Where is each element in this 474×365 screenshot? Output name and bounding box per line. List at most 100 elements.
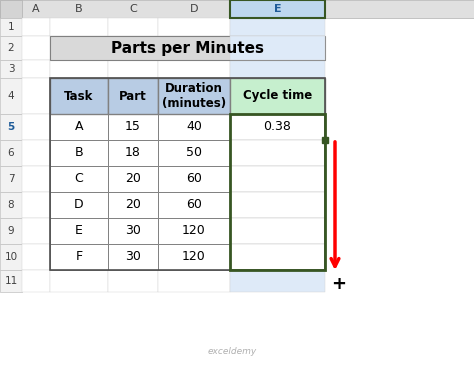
Bar <box>50 18 108 36</box>
Bar <box>22 166 50 192</box>
Bar <box>50 36 325 60</box>
Bar <box>158 218 230 244</box>
Text: D: D <box>74 199 84 211</box>
Bar <box>22 270 50 292</box>
Bar <box>22 114 50 140</box>
Text: 3: 3 <box>8 64 14 74</box>
Bar <box>0 140 22 166</box>
Bar <box>22 60 50 78</box>
Text: Parts per Minutes: Parts per Minutes <box>111 41 264 55</box>
Bar <box>22 36 50 60</box>
Text: 20: 20 <box>125 199 141 211</box>
Bar <box>230 60 325 78</box>
Bar <box>50 218 108 244</box>
Text: 4: 4 <box>8 91 14 101</box>
Bar <box>108 270 158 292</box>
Bar <box>50 114 108 140</box>
Text: 11: 11 <box>4 276 18 286</box>
Text: Cycle time: Cycle time <box>243 89 312 103</box>
Bar <box>0 0 22 18</box>
Bar <box>50 270 108 292</box>
Text: 6: 6 <box>8 148 14 158</box>
Bar <box>22 18 50 36</box>
Text: 2: 2 <box>8 43 14 53</box>
Text: 60: 60 <box>186 173 202 185</box>
Text: +: + <box>331 275 346 293</box>
Bar <box>50 244 108 270</box>
Bar <box>22 192 50 218</box>
Bar <box>230 244 325 270</box>
Bar <box>230 36 325 60</box>
Bar <box>50 192 108 218</box>
Text: Task: Task <box>64 89 94 103</box>
Bar <box>230 18 325 36</box>
Text: 10: 10 <box>4 252 18 262</box>
Bar <box>230 218 325 244</box>
Bar <box>158 140 230 166</box>
Bar <box>0 244 22 270</box>
Text: D: D <box>190 4 198 14</box>
Bar <box>108 78 158 114</box>
Bar <box>230 114 325 140</box>
Bar <box>158 192 230 218</box>
Text: 60: 60 <box>186 199 202 211</box>
Bar <box>230 192 325 218</box>
Text: 9: 9 <box>8 226 14 236</box>
Text: 7: 7 <box>8 174 14 184</box>
Text: 40: 40 <box>186 120 202 134</box>
Bar <box>108 60 158 78</box>
Bar <box>50 78 325 270</box>
Bar <box>22 244 50 270</box>
Bar <box>0 270 22 292</box>
Text: Duration
(minutes): Duration (minutes) <box>162 82 226 110</box>
Bar <box>0 218 22 244</box>
Bar <box>230 140 325 166</box>
Bar <box>230 166 325 192</box>
Bar <box>230 270 325 292</box>
Text: 5: 5 <box>8 122 15 132</box>
Text: 50: 50 <box>186 146 202 160</box>
Bar <box>0 78 22 114</box>
Bar <box>108 114 158 140</box>
Text: 15: 15 <box>125 120 141 134</box>
Bar <box>158 18 230 36</box>
Bar <box>22 140 50 166</box>
Text: E: E <box>75 224 83 238</box>
Bar <box>0 36 22 60</box>
Bar <box>0 114 22 140</box>
Bar <box>50 78 108 114</box>
Text: 30: 30 <box>125 224 141 238</box>
Bar <box>50 140 108 166</box>
Text: F: F <box>75 250 82 264</box>
Text: A: A <box>32 4 40 14</box>
Bar <box>0 0 474 18</box>
Bar <box>158 166 230 192</box>
Bar <box>50 60 108 78</box>
Bar <box>108 192 158 218</box>
Bar <box>0 18 22 36</box>
Bar <box>0 192 22 218</box>
Bar <box>108 140 158 166</box>
Text: 120: 120 <box>182 250 206 264</box>
Bar <box>158 244 230 270</box>
Bar <box>230 0 325 18</box>
Text: C: C <box>129 4 137 14</box>
Bar <box>158 270 230 292</box>
Bar <box>108 244 158 270</box>
Bar <box>230 114 325 270</box>
Bar <box>108 166 158 192</box>
Bar <box>0 166 22 192</box>
Text: C: C <box>74 173 83 185</box>
Text: Part: Part <box>119 89 147 103</box>
Text: 8: 8 <box>8 200 14 210</box>
Bar <box>230 78 325 114</box>
Text: 30: 30 <box>125 250 141 264</box>
Bar <box>22 218 50 244</box>
Bar <box>158 60 230 78</box>
Text: B: B <box>75 146 83 160</box>
Text: E: E <box>273 4 281 14</box>
Bar <box>108 218 158 244</box>
Bar <box>108 18 158 36</box>
Text: A: A <box>75 120 83 134</box>
Text: B: B <box>75 4 83 14</box>
